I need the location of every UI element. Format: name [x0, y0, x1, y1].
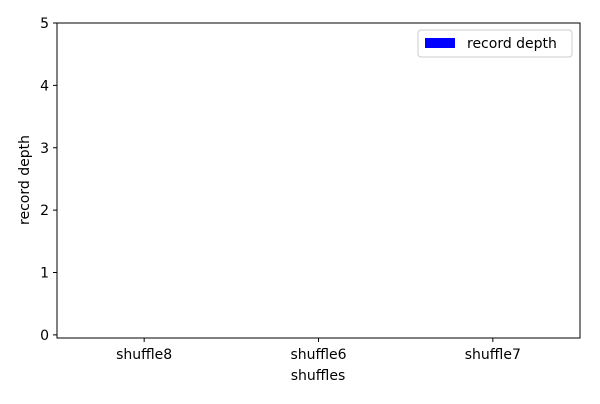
y-tick-label: 1: [40, 266, 49, 282]
x-axis-ticks: shuffle8 shuffle6 shuffle7: [116, 338, 521, 363]
y-axis-ticks: 0 1 2 3 4 5: [40, 16, 57, 344]
plot-area-frame: [56, 22, 581, 339]
y-tick-label: 0: [40, 328, 49, 344]
legend: record depth: [417, 29, 573, 58]
y-tick-label: 3: [40, 141, 49, 157]
legend-label: record depth: [467, 36, 557, 52]
legend-frame: [417, 29, 573, 58]
y-tick-label: 4: [40, 78, 49, 94]
x-axis-label: shuffles: [291, 368, 345, 384]
y-tick-label: 2: [40, 203, 49, 219]
y-tick-label: 5: [40, 16, 49, 32]
x-tick-label: shuffle7: [465, 347, 521, 363]
x-tick-label: shuffle8: [116, 347, 172, 363]
x-tick-label: shuffle6: [290, 347, 346, 363]
legend-swatch: [425, 38, 455, 48]
y-axis-label: record depth: [17, 135, 33, 225]
